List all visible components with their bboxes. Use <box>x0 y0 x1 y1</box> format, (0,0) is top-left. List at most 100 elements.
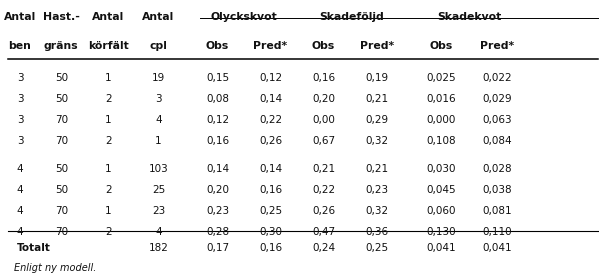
Text: 0,20: 0,20 <box>206 185 229 195</box>
Text: Skadekvot: Skadekvot <box>438 12 502 22</box>
Text: Olyckskvot: Olyckskvot <box>211 12 277 22</box>
Text: 0,32: 0,32 <box>365 136 388 146</box>
Text: 4: 4 <box>17 227 23 237</box>
Text: 0,21: 0,21 <box>365 164 388 174</box>
Text: 0,063: 0,063 <box>483 115 512 125</box>
Text: 2: 2 <box>105 185 112 195</box>
Text: 70: 70 <box>55 206 68 216</box>
Text: 0,30: 0,30 <box>259 227 282 237</box>
Text: 0,21: 0,21 <box>365 94 388 104</box>
Text: 2: 2 <box>105 136 112 146</box>
Text: Antal: Antal <box>143 12 175 22</box>
Text: 0,32: 0,32 <box>365 206 388 216</box>
Text: 0,29: 0,29 <box>365 115 388 125</box>
Text: 0,060: 0,060 <box>426 206 456 216</box>
Text: 3: 3 <box>155 94 162 104</box>
Text: Skadeföljd: Skadeföljd <box>319 12 383 22</box>
Text: 3: 3 <box>17 115 23 125</box>
Text: Obs: Obs <box>206 41 229 51</box>
Text: 50: 50 <box>55 73 68 83</box>
Text: 2: 2 <box>105 227 112 237</box>
Text: 3: 3 <box>17 94 23 104</box>
Text: 0,23: 0,23 <box>206 206 229 216</box>
Text: 0,16: 0,16 <box>312 73 335 83</box>
Text: 0,25: 0,25 <box>365 243 388 253</box>
Text: 0,47: 0,47 <box>312 227 335 237</box>
Text: 70: 70 <box>55 136 68 146</box>
Text: 0,14: 0,14 <box>259 164 282 174</box>
Text: 50: 50 <box>55 164 68 174</box>
Text: 0,022: 0,022 <box>483 73 512 83</box>
Text: Obs: Obs <box>312 41 335 51</box>
Text: 4: 4 <box>17 206 23 216</box>
Text: 1: 1 <box>105 115 112 125</box>
Text: Pred*: Pred* <box>359 41 394 51</box>
Text: 0,67: 0,67 <box>312 136 335 146</box>
Text: 0,36: 0,36 <box>365 227 388 237</box>
Text: 0,20: 0,20 <box>312 94 335 104</box>
Text: 0,045: 0,045 <box>426 185 456 195</box>
Text: 0,19: 0,19 <box>365 73 388 83</box>
Text: Hast.-: Hast.- <box>43 12 80 22</box>
Text: 50: 50 <box>55 94 68 104</box>
Text: 0,17: 0,17 <box>206 243 229 253</box>
Text: 4: 4 <box>155 227 162 237</box>
Text: 0,12: 0,12 <box>259 73 282 83</box>
Text: 0,029: 0,029 <box>483 94 512 104</box>
Text: 19: 19 <box>152 73 165 83</box>
Text: 0,28: 0,28 <box>206 227 229 237</box>
Text: 70: 70 <box>55 115 68 125</box>
Text: 0,14: 0,14 <box>206 164 229 174</box>
Text: 50: 50 <box>55 185 68 195</box>
Text: 1: 1 <box>105 73 112 83</box>
Text: körfält: körfält <box>88 41 129 51</box>
Text: 0,16: 0,16 <box>259 185 282 195</box>
Text: 0,14: 0,14 <box>259 94 282 104</box>
Text: 0,16: 0,16 <box>259 243 282 253</box>
Text: 4: 4 <box>17 164 23 174</box>
Text: 0,24: 0,24 <box>312 243 335 253</box>
Text: Pred*: Pred* <box>253 41 288 51</box>
Text: 2: 2 <box>105 94 112 104</box>
Text: cpl: cpl <box>150 41 168 51</box>
Text: 0,16: 0,16 <box>206 136 229 146</box>
Text: 0,038: 0,038 <box>483 185 512 195</box>
Text: 0,025: 0,025 <box>426 73 456 83</box>
Text: 0,016: 0,016 <box>426 94 456 104</box>
Text: 0,25: 0,25 <box>259 206 282 216</box>
Text: 1: 1 <box>155 136 162 146</box>
Text: Antal: Antal <box>4 12 36 22</box>
Text: 0,081: 0,081 <box>483 206 512 216</box>
Text: 0,22: 0,22 <box>259 115 282 125</box>
Text: 0,00: 0,00 <box>312 115 335 125</box>
Text: 0,110: 0,110 <box>483 227 512 237</box>
Text: ben: ben <box>8 41 32 51</box>
Text: Enligt ny modell.: Enligt ny modell. <box>14 263 96 272</box>
Text: 0,030: 0,030 <box>426 164 456 174</box>
Text: 0,15: 0,15 <box>206 73 229 83</box>
Text: 0,130: 0,130 <box>426 227 456 237</box>
Text: 3: 3 <box>17 136 23 146</box>
Text: 4: 4 <box>155 115 162 125</box>
Text: 0,21: 0,21 <box>312 164 335 174</box>
Text: 0,108: 0,108 <box>426 136 456 146</box>
Text: 1: 1 <box>105 164 112 174</box>
Text: 0,26: 0,26 <box>312 206 335 216</box>
Text: 0,22: 0,22 <box>312 185 335 195</box>
Text: Pred*: Pred* <box>480 41 515 51</box>
Text: 182: 182 <box>149 243 168 253</box>
Text: 70: 70 <box>55 227 68 237</box>
Text: 0,23: 0,23 <box>365 185 388 195</box>
Text: 4: 4 <box>17 185 23 195</box>
Text: Antal: Antal <box>92 12 125 22</box>
Text: 0,000: 0,000 <box>426 115 456 125</box>
Text: 3: 3 <box>17 73 23 83</box>
Text: 0,084: 0,084 <box>483 136 512 146</box>
Text: 0,028: 0,028 <box>483 164 512 174</box>
Text: Obs: Obs <box>430 41 453 51</box>
Text: 0,041: 0,041 <box>426 243 456 253</box>
Text: 0,08: 0,08 <box>206 94 229 104</box>
Text: 0,041: 0,041 <box>483 243 512 253</box>
Text: 23: 23 <box>152 206 165 216</box>
Text: 0,12: 0,12 <box>206 115 229 125</box>
